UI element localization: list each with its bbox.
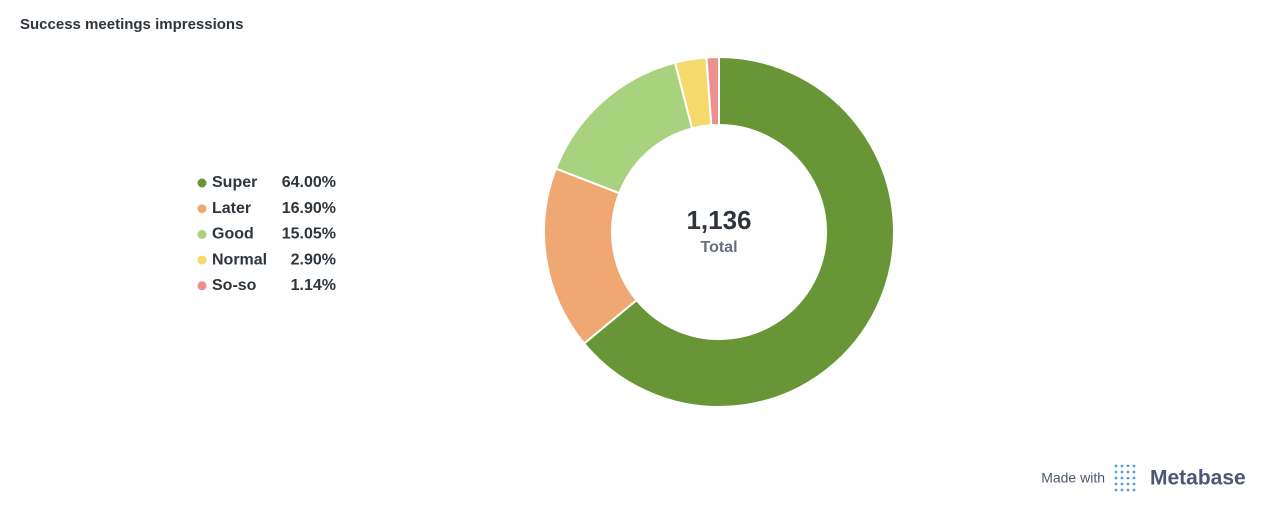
chart-title: Success meetings impressions — [20, 16, 243, 33]
legend-dot — [197, 178, 207, 188]
total-value: 1,136 — [686, 205, 751, 235]
legend-value: 16.90% — [282, 200, 336, 217]
total-caption: Total — [700, 239, 737, 256]
footer-brand: Metabase — [1150, 467, 1246, 490]
legend-label: Later — [212, 200, 251, 217]
wedge — [554, 61, 694, 195]
metabase-logo — [1114, 464, 1136, 492]
legend-label: Normal — [212, 251, 267, 268]
legend-dot — [197, 229, 207, 239]
legend-label: Super — [212, 174, 257, 191]
wedge — [582, 55, 895, 408]
donut — [543, 55, 895, 408]
legend-value: 1.14% — [291, 277, 336, 294]
legend-value: 64.00% — [282, 174, 336, 191]
legend: Super 64.00% Later 16.90% Good 15.05% Normal 2.… — [197, 174, 336, 294]
legend-dot — [197, 255, 207, 265]
legend-dot — [197, 204, 207, 214]
legend-value: 15.05% — [282, 226, 336, 243]
legend-value: 2.90% — [291, 251, 336, 268]
wedge — [705, 55, 720, 127]
footer-prefix: Made with — [1041, 470, 1105, 486]
legend-label: So-so — [212, 277, 257, 294]
legend-label: Good — [212, 226, 254, 243]
legend-dot — [197, 281, 207, 291]
